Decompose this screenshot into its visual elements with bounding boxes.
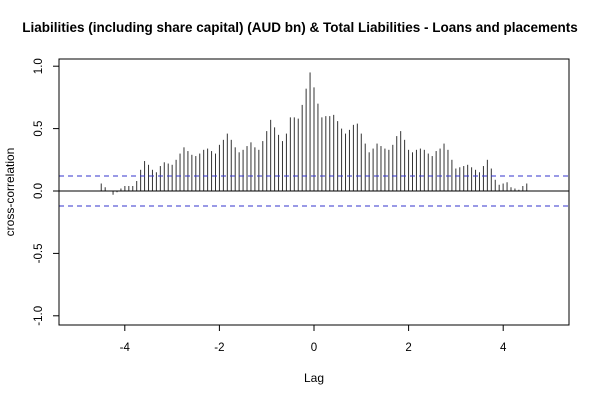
chart-title: Liabilities (including share capital) (A… [22,20,578,35]
y-axis: -1.0 -0.5 0.0 0.5 1.0 [33,58,60,326]
y-tick-label: -1.0 [33,306,45,326]
bars-group [100,72,528,195]
y-tick-label: 0.5 [33,121,45,137]
x-tick-label: -4 [120,342,131,354]
y-axis-label: cross-correlation [3,148,17,237]
y-tick-label: 1.0 [33,58,45,74]
x-tick-label: 2 [405,342,411,354]
x-tick-label: 4 [500,342,507,354]
x-axis-label: Lag [304,371,324,385]
y-tick-label: 0.0 [33,183,45,199]
x-tick-label: 0 [311,342,317,354]
x-axis: -4 -2 0 2 4 [120,324,507,354]
y-tick-label: -0.5 [33,243,45,263]
x-tick-label: -2 [214,342,224,354]
